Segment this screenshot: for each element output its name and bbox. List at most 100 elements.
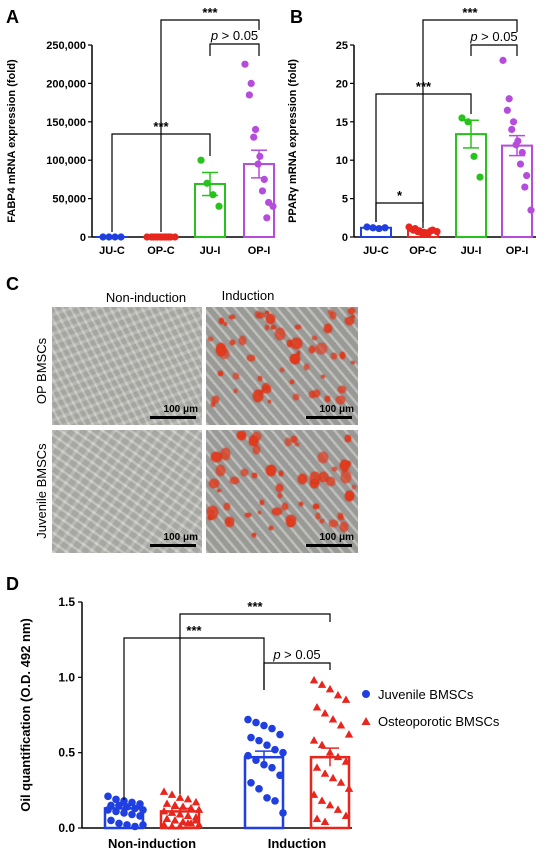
- lipid-droplet: [313, 389, 320, 397]
- lipid-droplet: [265, 310, 270, 314]
- lipid-droplet: [229, 477, 240, 485]
- data-point: [255, 785, 263, 793]
- lipid-droplet: [279, 367, 285, 372]
- lipid-droplet: [240, 469, 249, 477]
- scale-bar: [306, 416, 352, 419]
- lipid-droplet: [331, 353, 337, 359]
- data-point: [336, 778, 346, 786]
- lipid-droplet: [223, 321, 228, 326]
- lipid-droplet: [257, 312, 265, 319]
- y-tick-label: 50,000: [52, 194, 86, 206]
- lipid-droplet: [236, 431, 246, 440]
- data-point: [186, 803, 196, 812]
- data-point: [516, 160, 525, 168]
- lipid-droplet: [270, 326, 274, 330]
- data-point: [509, 118, 518, 126]
- lipid-droplet: [309, 345, 316, 354]
- lipid-droplet: [285, 515, 297, 526]
- lipid-droplet: [329, 520, 338, 528]
- data-point: [258, 187, 267, 195]
- data-point: [120, 797, 128, 805]
- lipid-droplet: [325, 477, 336, 486]
- data-point: [159, 806, 169, 815]
- y-tick-label: 20: [336, 78, 348, 90]
- x-tick-label: Induction: [268, 836, 327, 851]
- data-point: [279, 809, 287, 817]
- lipid-droplet: [338, 385, 347, 394]
- data-point: [123, 803, 131, 811]
- lipid-droplet: [312, 336, 318, 341]
- x-tick-label: OP-I: [506, 245, 529, 257]
- lipid-droplet: [252, 473, 257, 479]
- lipid-droplet: [262, 384, 272, 394]
- y-axis-label: PPARγ mRNA expression (fold): [287, 59, 299, 223]
- legend-label-juvenile: Juvenile BMSCs: [378, 687, 474, 702]
- chart-b: 0 5 10 15 20 25 PPARγ mRNA expression (fold) JU…: [287, 5, 536, 257]
- scale-bar: [150, 416, 196, 419]
- x-tick-label: Non-induction: [108, 836, 196, 851]
- data-point: [333, 690, 343, 699]
- micrograph-op-induction: 100 μm: [206, 307, 358, 425]
- significance-label-op-c-vs-op-i: ***: [462, 5, 478, 20]
- data-point: [170, 800, 180, 809]
- lipid-droplet: [259, 499, 264, 505]
- data-point: [128, 810, 136, 819]
- bar-ju-i: [455, 133, 487, 238]
- lipid-droplet: [294, 443, 300, 447]
- significance-label-ju-c-vs-ju-i: ***: [416, 79, 432, 94]
- data-point: [263, 214, 271, 222]
- significance-bracket-ju-i-vs-op-i: [470, 44, 518, 56]
- data-point: [191, 815, 201, 824]
- col-label-non-induction: Non-induction: [106, 290, 186, 305]
- data-point: [247, 79, 255, 87]
- lipid-droplet: [340, 521, 349, 532]
- lipid-droplet: [229, 315, 236, 320]
- lipid-droplet: [318, 472, 329, 483]
- data-point: [503, 106, 511, 114]
- bar-op-i: [501, 144, 533, 238]
- lipid-droplet: [329, 312, 337, 319]
- data-point: [215, 202, 223, 210]
- lipid-droplet: [217, 488, 221, 493]
- data-point: [271, 797, 279, 805]
- data-point: [244, 751, 252, 760]
- col-label-induction: Induction: [222, 288, 275, 303]
- y-tick-label: 0: [80, 232, 86, 244]
- lipid-droplet: [344, 316, 355, 325]
- scale-bar: [306, 544, 352, 547]
- data-point: [131, 804, 139, 813]
- data-point: [333, 805, 343, 813]
- lipid-droplet: [233, 373, 240, 379]
- y-tick-label: 1.5: [58, 595, 75, 609]
- lipid-droplet: [269, 526, 274, 530]
- y-tick-label: 0: [342, 232, 348, 244]
- lipid-droplet: [208, 478, 219, 488]
- data-point: [131, 822, 139, 831]
- x-tick-label: OP-C: [147, 245, 175, 257]
- lipid-droplet: [230, 340, 236, 345]
- chart-a: 0 50,000 100,000 150,000 200,000 250,000 FABP4…: [6, 5, 277, 257]
- y-tick-label: 15: [336, 117, 348, 129]
- data-point: [170, 815, 180, 824]
- y-tick-label: 1.0: [58, 670, 75, 684]
- lipid-droplet: [210, 452, 222, 462]
- lipid-droplet: [327, 310, 334, 315]
- lipid-droplet: [310, 471, 320, 484]
- lipid-droplet: [257, 376, 263, 381]
- lipid-droplet: [275, 484, 283, 493]
- significance-label-ju-i-vs-op-i: p > 0.05: [469, 29, 517, 44]
- data-point: [344, 784, 354, 792]
- data-point: [128, 798, 136, 807]
- lipid-droplet: [293, 393, 300, 401]
- data-point: [271, 745, 279, 754]
- lipid-droplet: [351, 484, 356, 490]
- data-point: [252, 718, 260, 727]
- lipid-droplet: [224, 502, 231, 511]
- y-tick-label: 0.5: [58, 746, 75, 760]
- data-point: [268, 763, 276, 772]
- data-point: [183, 794, 193, 803]
- lipid-droplet: [208, 336, 213, 342]
- data-point: [527, 206, 535, 214]
- lipid-droplet: [247, 354, 255, 362]
- lipid-droplet: [290, 435, 298, 444]
